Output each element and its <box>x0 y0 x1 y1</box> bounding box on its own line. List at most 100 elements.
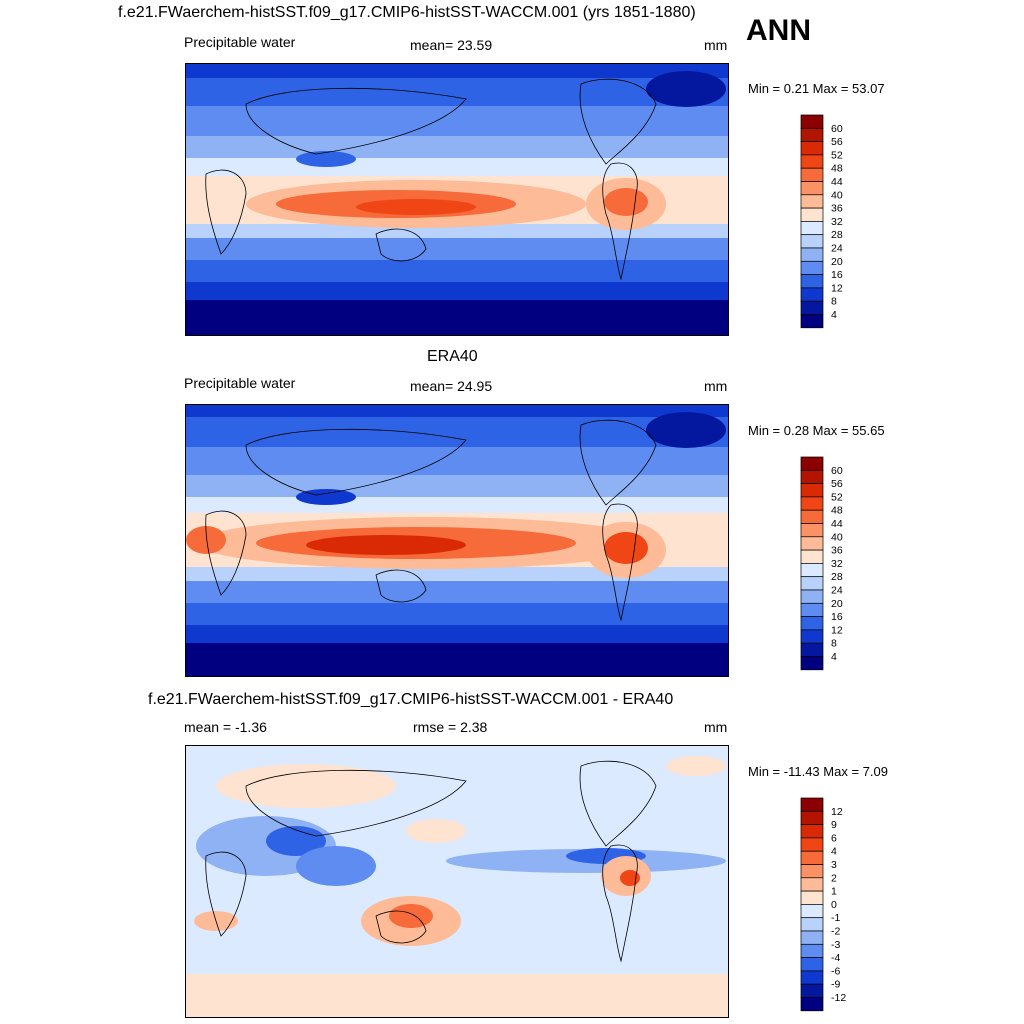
colorbar-box <box>800 207 824 222</box>
colorbar-tick-label: 12 <box>831 624 843 636</box>
colorbar-tick-label: -3 <box>831 939 840 951</box>
panel1-map-svg <box>186 64 728 335</box>
colorbar-box <box>800 930 824 945</box>
colorbar-box <box>800 970 824 985</box>
colorbar-box <box>800 536 824 551</box>
colorbar-box <box>800 656 824 671</box>
panel1-mean: mean= 23.59 <box>410 37 493 53</box>
colorbar-box <box>800 483 824 498</box>
colorbar-box <box>800 260 824 275</box>
colorbar-box <box>800 957 824 972</box>
colorbar-tick-label: 56 <box>831 136 843 148</box>
colorbar-box <box>800 797 824 812</box>
panel1-units: mm <box>704 37 728 53</box>
colorbar-box <box>800 877 824 892</box>
colorbar-tick-label: 12 <box>831 806 843 818</box>
colorbar-box <box>800 167 824 182</box>
colorbar-tick-label: 44 <box>831 518 843 530</box>
colorbar-tick-label: 24 <box>831 243 843 255</box>
colorbar-box <box>800 127 824 142</box>
panel1-map <box>185 63 729 336</box>
colorbar-box <box>800 154 824 169</box>
colorbar-box <box>800 563 824 578</box>
panel3-minmax: Min = -11.43 Max = 7.09 <box>748 764 888 779</box>
colorbar-box <box>800 904 824 919</box>
colorbar-box <box>800 221 824 236</box>
panel3-mean: mean = -1.36 <box>184 719 267 735</box>
colorbar-tick-label: 56 <box>831 478 843 490</box>
colorbar-box <box>800 287 824 302</box>
colorbar-tick-label: -12 <box>831 992 846 1004</box>
panel2-units: mm <box>704 378 728 394</box>
colorbar-tick-label: 28 <box>831 571 843 583</box>
colorbar-box <box>800 234 824 249</box>
colorbar-tick-label: 16 <box>831 269 843 281</box>
colorbar-tick-label: 32 <box>831 216 843 228</box>
panel2-title: ERA40 <box>427 348 478 365</box>
colorbar-tick-label: 36 <box>831 545 843 557</box>
colorbar-tick-label: 9 <box>831 819 837 831</box>
colorbar-box <box>800 616 824 631</box>
colorbar-box <box>800 629 824 644</box>
colorbar-tick-label: 28 <box>831 229 843 241</box>
colorbar-box <box>800 314 824 329</box>
colorbar-box <box>800 496 824 511</box>
panel1-minmax: Min = 0.21 Max = 53.07 <box>748 81 885 96</box>
panel2-minmax: Min = 0.28 Max = 55.65 <box>748 423 885 438</box>
colorbar-box <box>800 141 824 156</box>
colorbar-box <box>800 576 824 591</box>
colorbar-box <box>800 456 824 471</box>
colorbar-box <box>800 810 824 825</box>
colorbar-box <box>800 181 824 196</box>
colorbar-tick-label: 44 <box>831 176 843 188</box>
colorbar-box <box>800 509 824 524</box>
panel2-colorbar: 60 56 52 48 44 40 36 32 28 24 20 16 12 8 4 <box>800 456 861 672</box>
colorbar-tick-label: 3 <box>831 859 837 871</box>
panel2-map <box>185 404 729 677</box>
colorbar-tick-label: -9 <box>831 979 840 991</box>
colorbar-tick-label: 40 <box>831 189 843 201</box>
colorbar-tick-label: -6 <box>831 965 840 977</box>
colorbar-box <box>800 114 824 129</box>
colorbar-box <box>800 917 824 932</box>
panel1-title: f.e21.FWaerchem-histSST.f09_g17.CMIP6-hi… <box>118 4 696 21</box>
panel2-map-svg <box>186 405 728 676</box>
panel3-rmse: rmse = 2.38 <box>413 719 488 735</box>
colorbar-tick-label: 16 <box>831 611 843 623</box>
panel2-mean: mean= 24.95 <box>410 378 493 394</box>
panel3-title: f.e21.FWaerchem-histSST.f09_g17.CMIP6-hi… <box>148 691 674 708</box>
colorbar-tick-label: 32 <box>831 558 843 570</box>
colorbar-tick-label: -2 <box>831 926 840 938</box>
colorbar-tick-label: 2 <box>831 872 837 884</box>
colorbar-box <box>800 194 824 209</box>
panel3-map <box>185 745 729 1018</box>
colorbar-box <box>800 983 824 998</box>
colorbar-tick-label: 1 <box>831 886 837 898</box>
colorbar-tick-label: 40 <box>831 531 843 543</box>
colorbar-tick-label: 24 <box>831 585 843 597</box>
colorbar-box <box>800 864 824 879</box>
colorbar-tick-label: 4 <box>831 309 837 321</box>
colorbar-tick-label: -4 <box>831 952 840 964</box>
colorbar-tick-label: -1 <box>831 912 840 924</box>
colorbar-tick-label: 52 <box>831 491 843 503</box>
colorbar-box <box>800 247 824 262</box>
colorbar-tick-label: 0 <box>831 899 837 911</box>
panel3-colorbar: 12 9 6 4 3 2 1 0 -1 -2 -3 -4 -6 -9 -12 <box>800 797 861 1013</box>
colorbar-tick-label: 20 <box>831 598 843 610</box>
colorbar-tick-label: 8 <box>831 296 837 308</box>
panel2-variable-label: Precipitable water <box>184 375 296 391</box>
colorbar-box <box>800 523 824 538</box>
colorbar-tick-label: 48 <box>831 163 843 175</box>
colorbar-tick-label: 36 <box>831 203 843 215</box>
colorbar-box <box>800 837 824 852</box>
colorbar-tick-label: 8 <box>831 638 837 650</box>
panel1-variable-label: Precipitable water <box>184 34 296 50</box>
colorbar-tick-label: 20 <box>831 256 843 268</box>
colorbar-tick-label: 4 <box>831 846 837 858</box>
colorbar-box <box>800 589 824 604</box>
panel3-map-svg <box>186 746 728 1017</box>
colorbar-box <box>800 469 824 484</box>
